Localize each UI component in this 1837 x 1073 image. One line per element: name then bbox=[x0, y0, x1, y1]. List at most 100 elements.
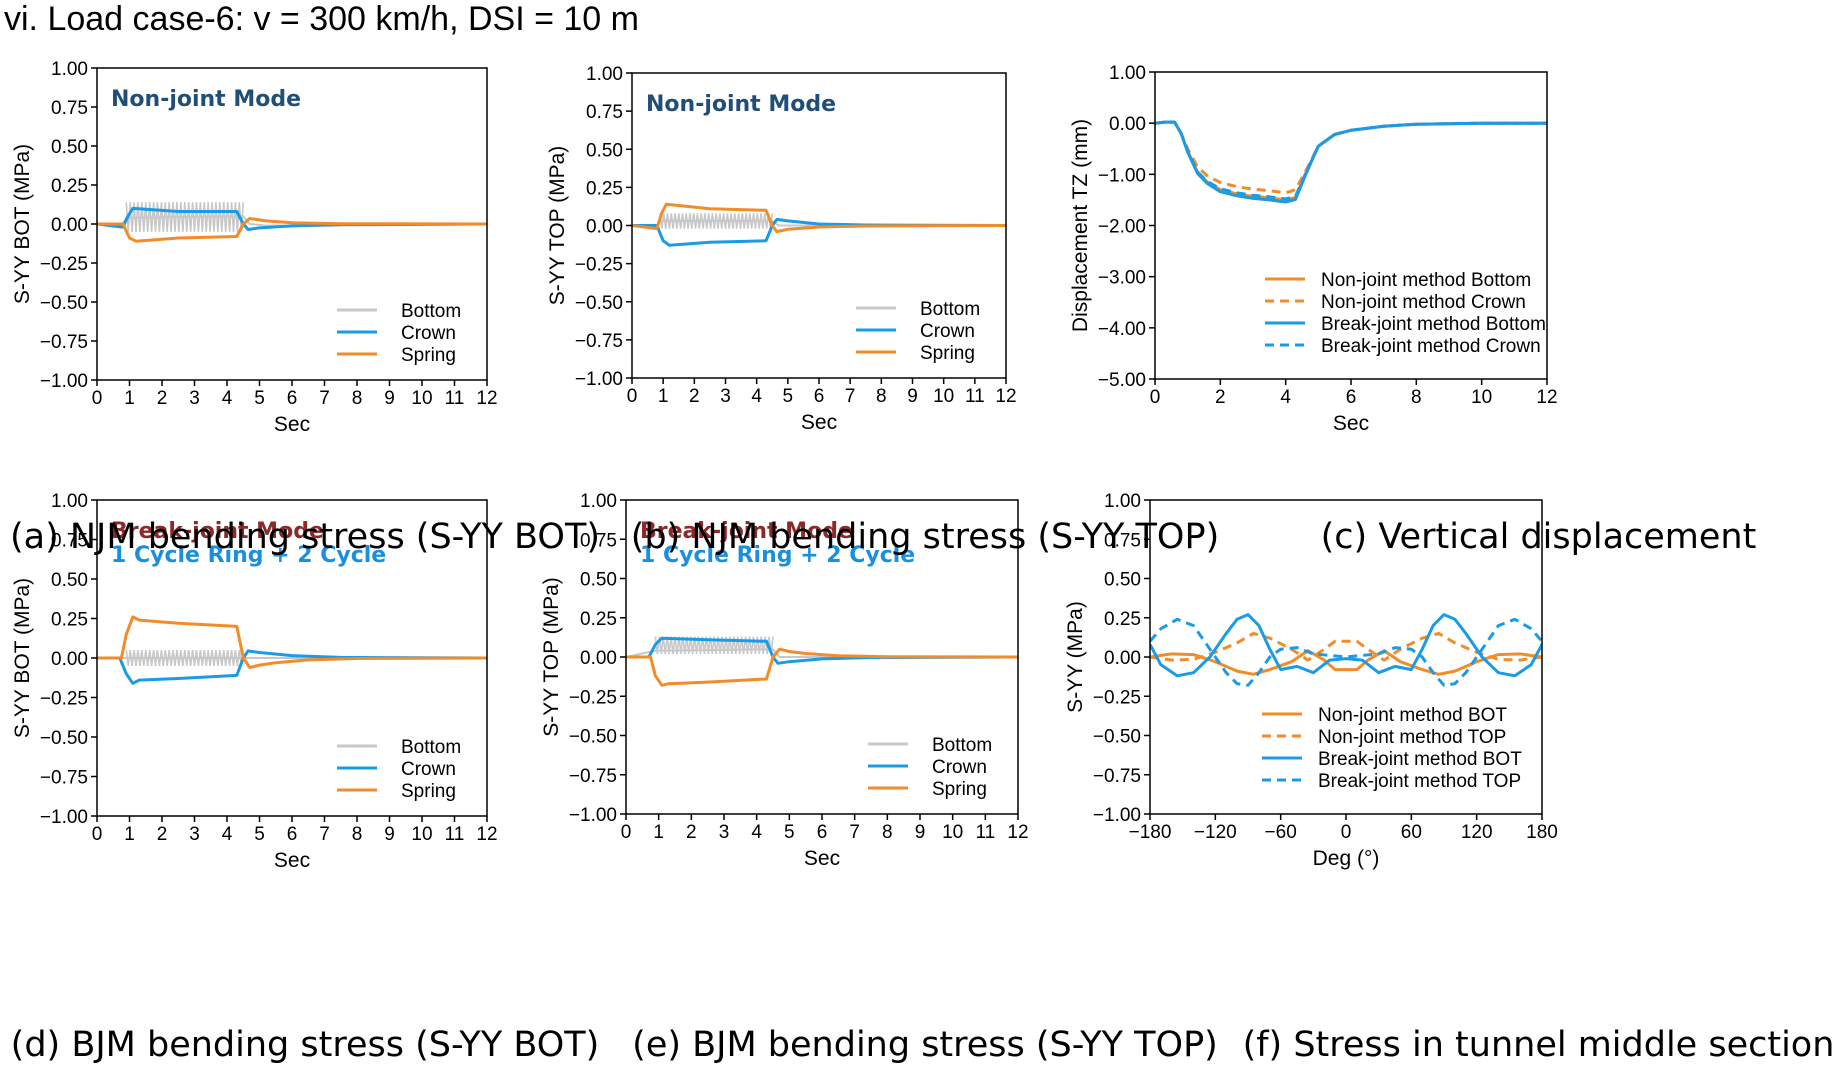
y-tick-label: 0.00 bbox=[1109, 114, 1146, 135]
x-tick-label: 10 bbox=[933, 386, 954, 407]
plot-frame bbox=[1149, 499, 1543, 815]
series-line bbox=[97, 615, 487, 669]
chart-d: 0 1 2 3 4 5 6 7 8 9 10 11 121.000.750.500.250.00−0.2… bbox=[11, 492, 498, 872]
x-axis-label: Sec bbox=[804, 847, 840, 870]
series-group bbox=[626, 636, 1018, 687]
caption-f: (f) Stress in tunnel middle section bbox=[1242, 1025, 1835, 1065]
x-tick-label: 6 bbox=[814, 386, 825, 407]
x-tick-label: 8 bbox=[1411, 387, 1422, 408]
caption-d: (d) BJM bending stress (S-YY BOT) bbox=[10, 1025, 600, 1065]
x-tick-label: 8 bbox=[352, 824, 363, 845]
x-tick-label: 0 bbox=[627, 386, 638, 407]
x-tick-label: 3 bbox=[189, 388, 200, 409]
x-tick-label: 6 bbox=[287, 388, 298, 409]
x-tick-label: 9 bbox=[384, 824, 395, 845]
chart-panel-b: 0 1 2 3 4 5 6 7 8 9 10 11 12 1.00 0.75 0.50 0.25 0.00 −0.2… bbox=[546, 60, 1230, 460]
x-tick-label: 5 bbox=[783, 386, 794, 407]
x-axis-label: Deg (°) bbox=[1313, 847, 1380, 870]
x-tick-label: 4 bbox=[751, 822, 762, 843]
x-tick-label: 12 bbox=[1007, 822, 1028, 843]
annotation-text: 1 Cycle Ring + 2 Cycle bbox=[640, 543, 915, 568]
series-group bbox=[97, 202, 487, 243]
x-tick-label: 10 bbox=[411, 388, 432, 409]
y-axis-label: S-YY TOP (MPa) bbox=[546, 146, 569, 306]
series-line bbox=[626, 636, 1018, 665]
y-axis-label: S-YY BOT (MPa) bbox=[11, 578, 34, 738]
series-group bbox=[97, 615, 487, 685]
series-envelope bbox=[125, 202, 245, 232]
x-tick-label: 7 bbox=[845, 386, 856, 407]
annotation-text: Non-joint Mode bbox=[646, 92, 836, 117]
chart-panel-c: 0 2 4 6 8 10 12 1.00 0.00 −1.00 −2.00 −3.00 −4.00 −5.… bbox=[1069, 60, 1837, 460]
series-line bbox=[1155, 120, 1547, 204]
plot-frame bbox=[625, 499, 1019, 815]
series-line bbox=[1155, 120, 1547, 195]
x-tick-label: 12 bbox=[476, 388, 497, 409]
x-tick-label: 6 bbox=[287, 824, 298, 845]
y-tick-label: −0.75 bbox=[40, 768, 88, 789]
x-tick-label: 2 bbox=[1215, 387, 1226, 408]
y-tick-label: −0.50 bbox=[40, 293, 88, 314]
y-tick-label: −0.50 bbox=[575, 293, 623, 314]
annotation-text: Break-joint Mode bbox=[111, 519, 324, 544]
y-axis-label: Displacement TZ (mm) bbox=[1069, 119, 1092, 332]
chart-f: −180 −120 −60 0 60 120 180 1.00 0.75 0.50 0.25 0.00… bbox=[1064, 492, 1558, 870]
legend-label: Non-joint method Crown bbox=[1321, 292, 1526, 313]
y-tick-label: 0.00 bbox=[1104, 648, 1141, 669]
chart-panel-f: −180 −120 −60 0 60 120 180 1.00 0.75 0.50 0.25 0.00… bbox=[1064, 492, 1837, 892]
x-tick-label: 1 bbox=[124, 388, 135, 409]
x-tick-label: 3 bbox=[189, 824, 200, 845]
y-tick-label: 0.50 bbox=[1104, 570, 1141, 591]
caption-a: (a) NJM bending stress (S-YY BOT) bbox=[9, 517, 601, 557]
y-tick-label: 1.00 bbox=[51, 492, 88, 512]
x-tick-label: 6 bbox=[1346, 387, 1357, 408]
series-group bbox=[1150, 613, 1542, 687]
chart-b: 0 1 2 3 4 5 6 7 8 9 10 11 121.000.750.500.250.00−0.2… bbox=[546, 64, 1017, 434]
x-tick-label: 0 bbox=[92, 388, 103, 409]
x-tick-label: 60 bbox=[1401, 822, 1422, 843]
legend-label: Bottom bbox=[920, 299, 980, 320]
y-tick-label: −0.25 bbox=[569, 687, 617, 708]
plot-frame bbox=[96, 67, 488, 381]
y-tick-label: −4.00 bbox=[1098, 319, 1146, 340]
series-line bbox=[626, 647, 1018, 687]
legend-label: Bottom bbox=[401, 737, 461, 758]
y-tick-label: 0.50 bbox=[586, 140, 623, 161]
y-tick-label: 0.25 bbox=[51, 176, 88, 197]
chart-panel-d: 0 1 2 3 4 5 6 7 8 9 10 11 12 1.00 0.75 0.50 0.25 0.00 −0.2… bbox=[0, 492, 610, 892]
x-tick-label: 8 bbox=[352, 388, 363, 409]
series-line bbox=[632, 217, 1006, 247]
x-tick-label: 0 bbox=[621, 822, 632, 843]
x-axis-label: Sec bbox=[801, 411, 837, 434]
y-tick-label: −0.50 bbox=[1093, 727, 1141, 748]
y-tick-label: 0.75 bbox=[586, 102, 623, 123]
chart-panel-a: 0 1 2 3 4 5 6 7 8 9 10 11 12 1.00 0.75 0.50 0.25 0.00 −0.2… bbox=[0, 60, 610, 460]
series-line bbox=[97, 206, 487, 231]
x-tick-label: 0 bbox=[1150, 387, 1161, 408]
plot-frame bbox=[96, 499, 488, 817]
x-tick-label: 6 bbox=[817, 822, 828, 843]
x-tick-label: 9 bbox=[915, 822, 926, 843]
series-envelope bbox=[659, 213, 774, 229]
x-axis-label: Sec bbox=[274, 413, 310, 436]
x-tick-label: 4 bbox=[222, 824, 233, 845]
legend-label: Crown bbox=[932, 757, 987, 778]
legend-label: Break-joint method BOT bbox=[1318, 749, 1522, 770]
x-tick-label: 2 bbox=[157, 824, 168, 845]
legend-label: Break-joint method TOP bbox=[1318, 771, 1521, 792]
x-tick-label: 10 bbox=[411, 824, 432, 845]
y-tick-label: −0.25 bbox=[1093, 687, 1141, 708]
y-tick-label: 0.25 bbox=[1104, 609, 1141, 630]
y-tick-label: 0.50 bbox=[51, 570, 88, 591]
legend-label: Break-joint method Crown bbox=[1321, 336, 1541, 357]
y-tick-label: −0.75 bbox=[569, 766, 617, 787]
series-group bbox=[632, 202, 1006, 247]
legend-label: Bottom bbox=[932, 735, 992, 756]
x-tick-label: 11 bbox=[975, 822, 995, 843]
y-tick-label: 0.25 bbox=[586, 178, 623, 199]
x-tick-label: 1 bbox=[124, 824, 135, 845]
y-tick-label: 1.00 bbox=[51, 60, 88, 80]
y-tick-label: −0.75 bbox=[40, 332, 88, 353]
series-line bbox=[1150, 613, 1542, 678]
annotation-text: 1 Cycle Ring + 2 Cycle bbox=[111, 543, 386, 568]
